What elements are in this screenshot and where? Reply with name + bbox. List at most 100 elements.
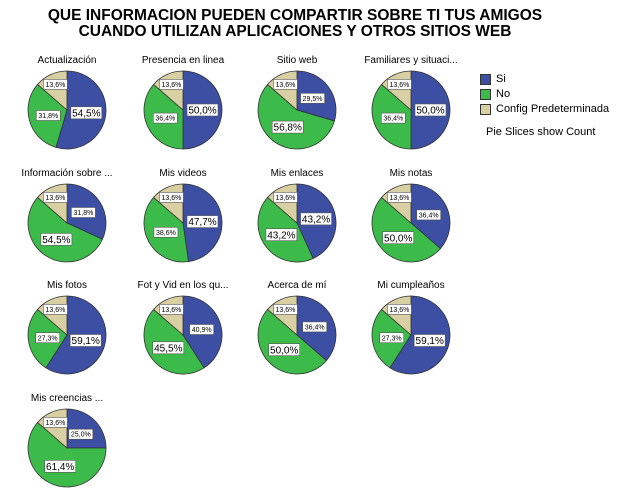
- data-label: 13,6%: [389, 82, 409, 89]
- data-label-box: [68, 428, 94, 440]
- data-label: 40,9%: [192, 327, 212, 334]
- data-label: 38,6%: [156, 230, 176, 237]
- pie-familiares-y-situaci: Familiares y situaci... 50,0% 36,4% 13,6%: [364, 55, 458, 150]
- pie-mis-enlaces: Mis enlaces 43,2% 43,2% 13,6%: [257, 168, 337, 263]
- data-label-box: [159, 79, 184, 90]
- pie-title: Presencia en linea: [142, 55, 225, 66]
- pie-title: Familiares y situaci...: [364, 55, 457, 66]
- data-label-box: [153, 227, 179, 238]
- data-label-box: [379, 332, 405, 344]
- data-label: 43,2%: [302, 215, 330, 226]
- data-label-box: [302, 321, 328, 333]
- data-label: 50,0%: [384, 233, 412, 244]
- pie-title: Mis creencias ...: [31, 393, 103, 404]
- data-label-box: [43, 304, 68, 315]
- legend-swatch-no: [480, 88, 491, 100]
- data-label-box: [43, 79, 68, 90]
- data-label: 13,6%: [275, 82, 295, 89]
- data-label: 31,8%: [73, 210, 93, 217]
- data-label: 45,5%: [154, 343, 182, 354]
- pie-slice-no: [257, 308, 327, 375]
- data-label: 13,6%: [161, 82, 181, 89]
- data-label: 59,1%: [416, 336, 444, 347]
- data-label: 36,4%: [383, 116, 403, 123]
- pie-mis-videos: Mis videos 47,7% 38,6% 13,6%: [143, 168, 223, 263]
- data-label-box: [273, 304, 298, 315]
- data-label: 47,7%: [188, 217, 216, 228]
- pie-slice-no: [371, 196, 441, 263]
- legend: Si No Config Predeterminada Pie Slices s…: [480, 72, 609, 138]
- data-label: 54,5%: [72, 108, 100, 119]
- data-label: 13,6%: [389, 307, 409, 314]
- data-label-box: [382, 231, 415, 244]
- data-label: 27,3%: [382, 335, 402, 342]
- pie-slice-si: [66, 408, 107, 449]
- data-label-box: [186, 103, 219, 117]
- data-label-box: [159, 192, 184, 203]
- pie-title: Sitio web: [277, 55, 318, 66]
- data-label: 54,5%: [42, 235, 70, 246]
- data-label: 50,0%: [270, 345, 298, 356]
- pie-title: Información sobre ...: [21, 168, 112, 179]
- legend-swatch-si: [480, 73, 491, 85]
- data-label-box: [387, 79, 412, 90]
- data-label: 56,8%: [274, 123, 302, 134]
- data-label: 13,6%: [45, 420, 65, 427]
- legend-item-no: No: [480, 87, 609, 101]
- data-label-box: [43, 192, 68, 203]
- legend-label-si: Si: [496, 73, 506, 85]
- data-label: 61,4%: [46, 462, 74, 473]
- data-label-box: [268, 343, 301, 357]
- data-label-box: [189, 324, 214, 335]
- data-label-box: [40, 233, 73, 246]
- data-label: 13,6%: [275, 307, 295, 314]
- data-label-box: [413, 334, 446, 347]
- data-label: 13,6%: [389, 195, 409, 202]
- chart-title: QUE INFORMACION PUEDEN COMPARTIR SOBRE T…: [0, 8, 590, 40]
- data-label-box: [159, 304, 184, 315]
- pie-title: Fot y Vid en los qu...: [138, 280, 229, 291]
- data-label-box: [44, 459, 77, 473]
- data-label: 13,6%: [275, 195, 295, 202]
- data-label: 43,2%: [267, 230, 295, 241]
- data-label-box: [43, 417, 68, 428]
- data-label: 13,6%: [161, 307, 181, 314]
- data-label: 13,6%: [45, 82, 65, 89]
- pie-informacion-sobre: Información sobre ... 31,8% 54,5% 13,6%: [21, 168, 113, 263]
- data-label: 29,5%: [303, 96, 323, 103]
- pie-sitio-web: Sitio web 29,5% 56,8% 13,6%: [257, 55, 337, 150]
- pie-fot-y-vid-en-los-qu: Fot y Vid en los qu... 40,9% 45,5% 13,6%: [138, 280, 229, 375]
- pie-mis-notas: Mis notas 36,4% 50,0% 13,6%: [371, 168, 451, 263]
- pie-title: Mis enlaces: [271, 168, 324, 179]
- data-label-box: [35, 110, 61, 121]
- legend-label-config: Config Predeterminada: [496, 103, 610, 115]
- data-label-box: [35, 332, 61, 344]
- data-label-box: [152, 341, 185, 355]
- data-label: 59,1%: [72, 336, 100, 347]
- legend-label-no: No: [496, 88, 511, 100]
- data-label: 36,4%: [155, 116, 175, 123]
- pie-presencia-en-linea: Presencia en linea 50,0% 36,4% 13,6%: [142, 55, 225, 150]
- data-label-box: [186, 215, 219, 228]
- data-label-box: [416, 209, 442, 221]
- data-label-box: [387, 304, 412, 315]
- data-label-box: [380, 112, 406, 124]
- data-label-box: [153, 112, 178, 124]
- data-label: 13,6%: [45, 195, 65, 202]
- pie-title: Mis fotos: [47, 280, 87, 291]
- legend-item-si: Si: [480, 72, 609, 86]
- legend-swatch-config: [480, 103, 491, 115]
- data-label: 25,0%: [71, 432, 91, 439]
- data-label-box: [71, 207, 96, 218]
- legend-note: Pie Slices show Count: [486, 126, 596, 138]
- pie-title: Mis notas: [390, 168, 433, 179]
- pie-acerca-de-mi: Acerca de mí 36,4% 50,0% 13,6%: [257, 280, 337, 375]
- pie-title: Mis videos: [159, 168, 206, 179]
- data-label-box: [300, 93, 325, 104]
- pie-title: Mi cumpleaños: [377, 280, 444, 291]
- pie-actualizacion: Actualización 54,5% 31,8% 13,6%: [27, 55, 107, 150]
- data-label-box: [414, 103, 447, 117]
- data-label: 13,6%: [161, 195, 181, 202]
- data-label-box: [387, 192, 412, 203]
